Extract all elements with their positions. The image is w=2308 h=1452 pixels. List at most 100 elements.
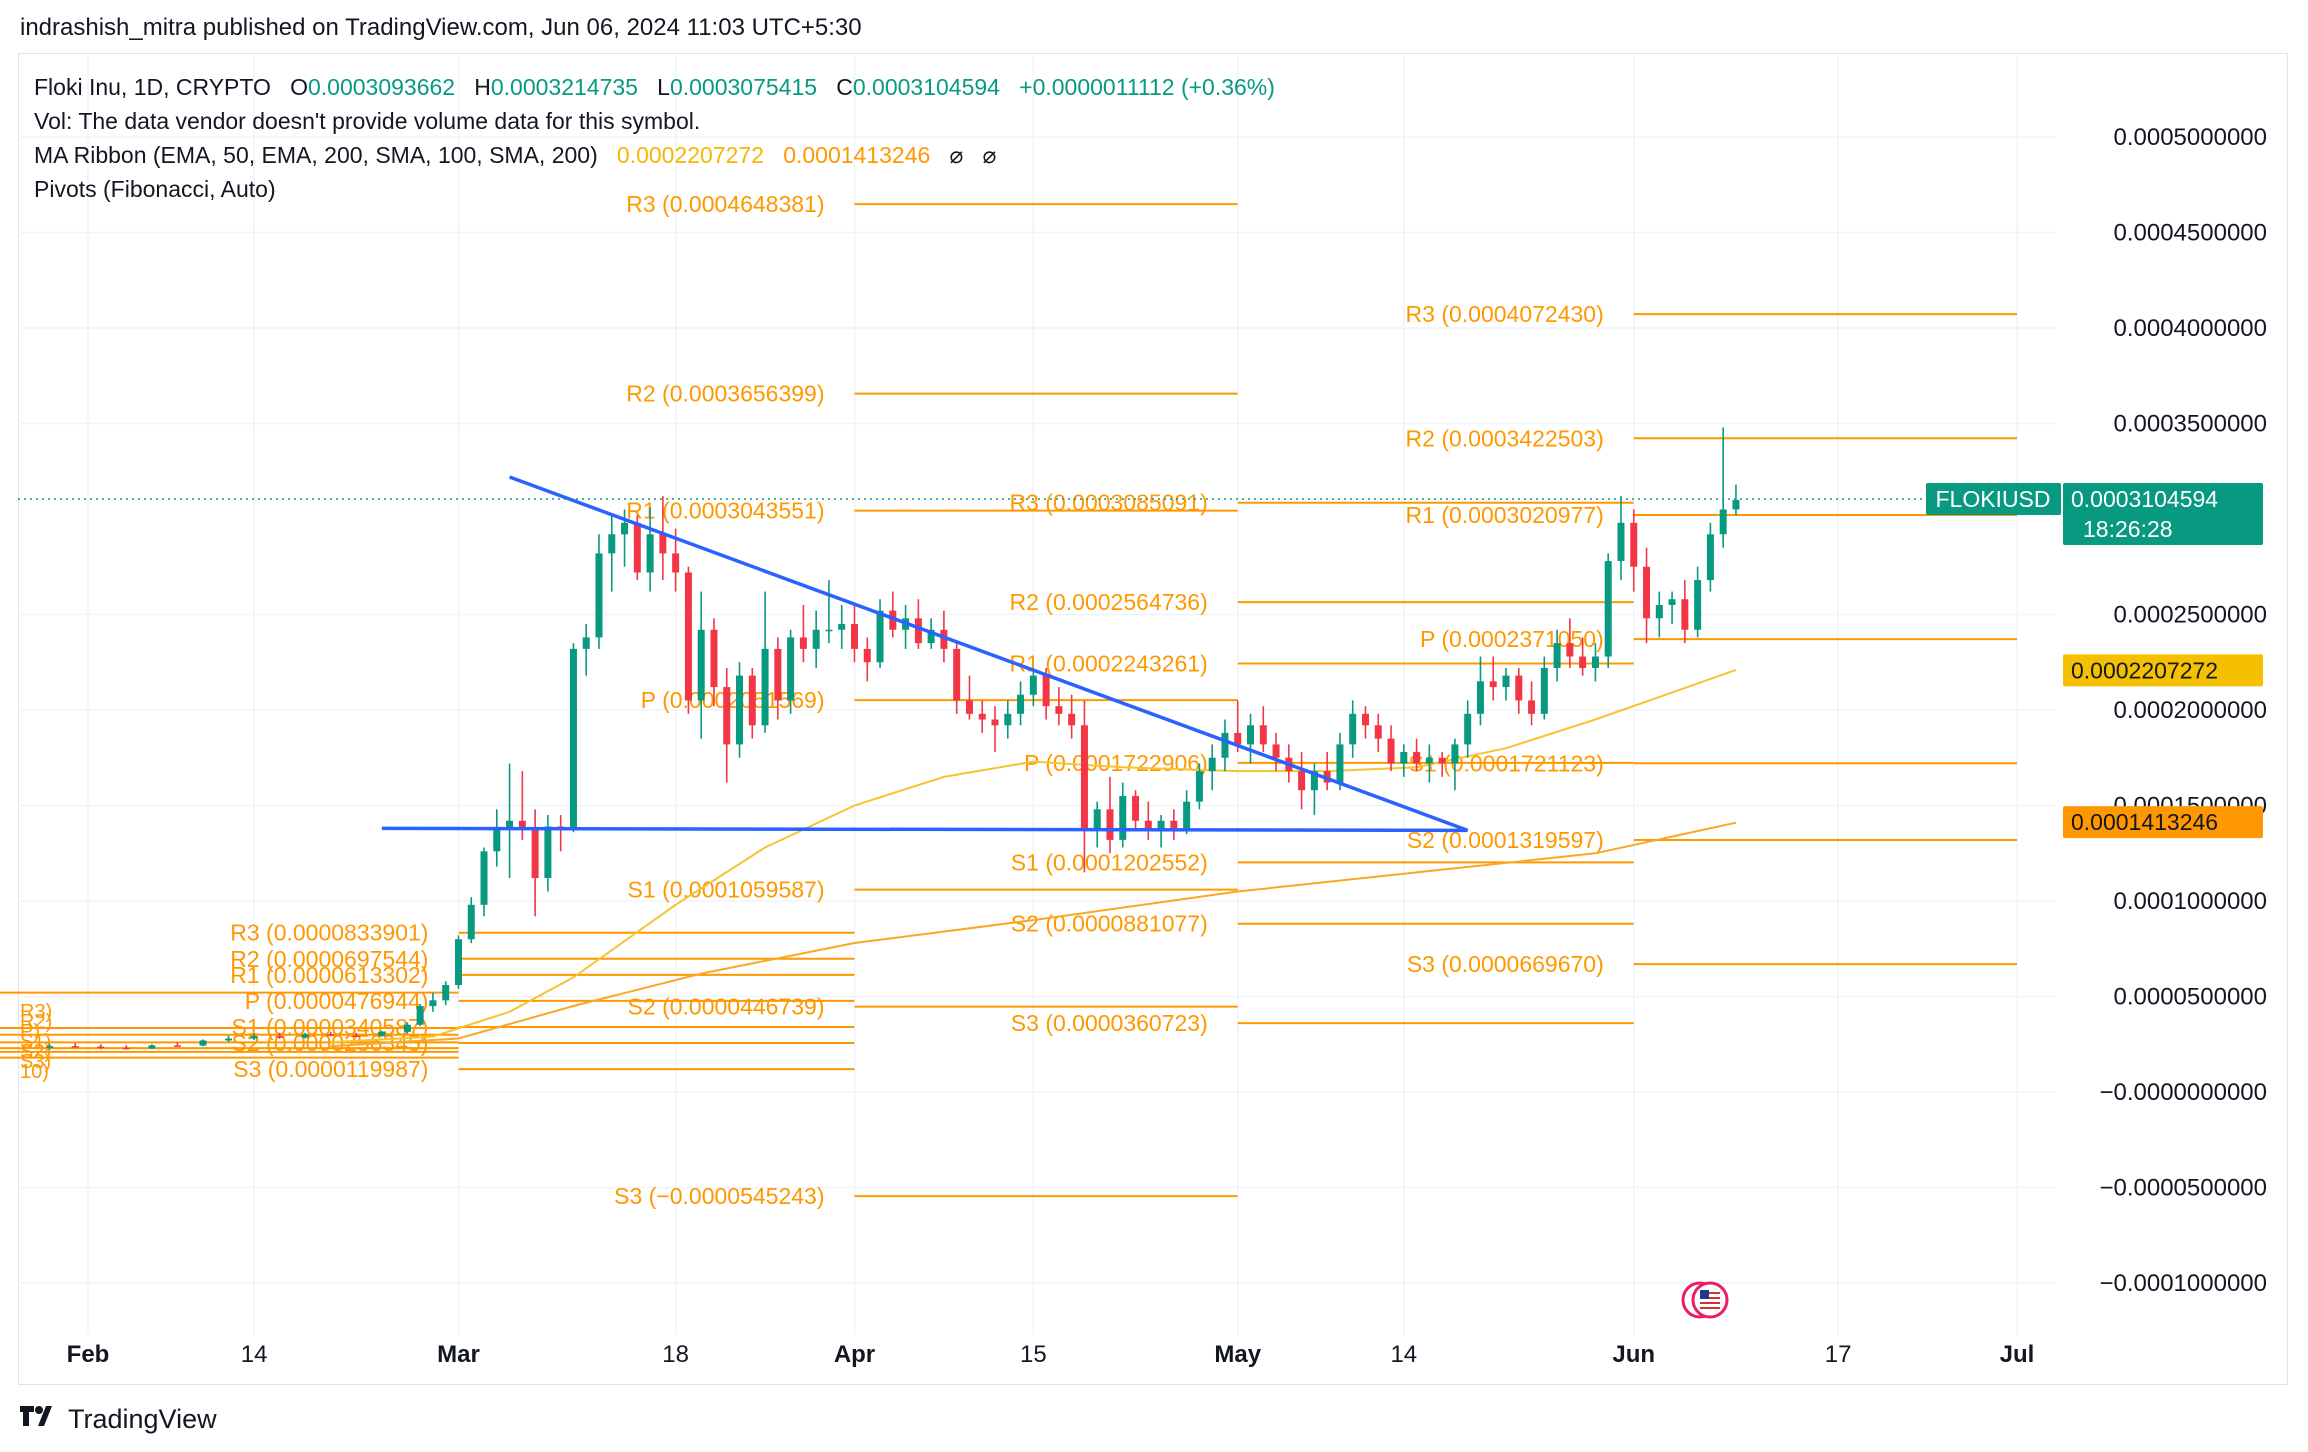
candle-body <box>965 700 973 714</box>
candle-body <box>276 1036 284 1038</box>
publisher-line: indrashish_mitra published on TradingVie… <box>20 14 862 41</box>
candle-body <box>761 648 769 726</box>
candle-body <box>863 648 871 663</box>
candle-body <box>1668 599 1676 605</box>
candle <box>429 992 437 1012</box>
pivot-label-partial: S1) <box>20 1031 51 1053</box>
candle-body <box>1451 744 1459 764</box>
candle-body <box>46 1046 54 1048</box>
candle-body <box>646 534 654 573</box>
x-tick-label: Feb <box>67 1341 110 1368</box>
us-flag-events-icon <box>1681 1281 1729 1319</box>
candle <box>1132 790 1140 829</box>
candle-body <box>1425 757 1433 764</box>
candle-body <box>1349 713 1357 745</box>
x-tick-label: 18 <box>662 1341 689 1368</box>
pivot-label: R2 (0.0000697544) <box>230 946 428 972</box>
price-tag-value: 0.0003104594 <box>2071 486 2218 512</box>
pivots-title[interactable]: Pivots (Fibonacci, Auto) <box>34 176 276 202</box>
candle-body <box>416 1006 424 1025</box>
candle-body <box>1374 725 1382 739</box>
candle <box>1540 656 1548 720</box>
candle <box>493 809 501 867</box>
candle-body <box>876 610 884 663</box>
candle <box>1259 706 1267 753</box>
candle <box>1119 782 1127 848</box>
candle-body <box>595 553 603 638</box>
x-tick-label: Mar <box>437 1341 480 1368</box>
candle <box>889 591 897 638</box>
x-tick-label: 14 <box>1390 1341 1417 1368</box>
candle-body <box>1080 725 1088 829</box>
x-tick-label: Jul <box>2000 1341 2035 1368</box>
candle-body <box>1732 499 1740 510</box>
price-tag-bg <box>2063 483 2263 546</box>
candle-body <box>1247 725 1255 745</box>
pivot-label: S3 (0.0000119987) <box>233 1056 428 1082</box>
pivot-label: R1 (0.0000613302) <box>230 962 428 988</box>
candle-body <box>122 1047 130 1050</box>
candle-body <box>953 648 961 701</box>
candle <box>1349 700 1357 758</box>
candle <box>914 599 922 649</box>
price-tags: FLOKIUSD 0.0003104594 18:26:28 0.0002207272… <box>1926 483 2263 839</box>
candle <box>1208 744 1216 791</box>
x-tick-label: Jun <box>1612 1341 1655 1368</box>
candle-body <box>1591 656 1599 668</box>
candle-body <box>1310 771 1318 791</box>
candle-body <box>1604 561 1612 657</box>
y-tick-label: 0.0003500000 <box>2114 411 2268 438</box>
flag-stripe <box>1700 1292 1720 1294</box>
low-label: L <box>657 74 670 100</box>
candle-body <box>1298 771 1306 791</box>
candle <box>250 1033 258 1041</box>
candle-body <box>1553 643 1561 668</box>
open-label: O <box>290 74 308 100</box>
y-tick-label: 0.0001000000 <box>2114 888 2268 915</box>
candle <box>1195 763 1203 810</box>
pivot-label: R2 (0.0003422503) <box>1406 425 1604 451</box>
candle-body <box>889 610 897 630</box>
candle <box>403 1022 411 1034</box>
candle-body <box>378 1031 386 1037</box>
candle-body <box>1706 534 1714 581</box>
legend: Floki Inu, 1D, CRYPTO O0.0003093662 H0.0… <box>34 70 1275 206</box>
chart-frame <box>18 53 2288 1385</box>
candle <box>1528 681 1536 726</box>
brand-name[interactable]: TradingView <box>68 1403 217 1434</box>
candle <box>1706 522 1714 592</box>
candle <box>736 662 744 758</box>
candle <box>1451 738 1459 791</box>
pivot-label: S3 (0.0000669670) <box>1407 951 1604 977</box>
candle <box>1732 484 1740 516</box>
candle-body <box>1221 732 1229 758</box>
candle-body <box>1119 795 1127 840</box>
time-axis: Feb 14 Mar 18 Apr 15 May 14 Jun 17 Jul <box>67 1341 2035 1368</box>
ma-ribbon-row[interactable]: MA Ribbon (EMA, 50, EMA, 200, SMA, 100, … <box>34 138 1275 172</box>
flag-stripe <box>1700 1297 1720 1299</box>
candle-body <box>1361 713 1369 726</box>
candle <box>122 1045 130 1050</box>
candle-body <box>352 1035 360 1037</box>
tv-logo-icon[interactable] <box>20 1402 60 1436</box>
pivot-label: S3 (−0.0000545243) <box>614 1183 824 1209</box>
candle <box>1374 713 1382 753</box>
candles <box>46 427 1740 1050</box>
candle-body <box>327 1034 335 1036</box>
candle-body <box>1208 757 1216 772</box>
pivot-label-partial: R2) <box>20 1011 52 1033</box>
candle-body <box>1157 820 1165 829</box>
candle-body <box>633 522 641 573</box>
candle <box>1579 637 1587 676</box>
pivot-label-partial: 10) <box>20 1061 49 1083</box>
x-tick-label: 17 <box>1825 1341 1852 1368</box>
candle <box>774 637 782 720</box>
x-tick-label: May <box>1214 1341 1261 1368</box>
ma-tag-bg <box>2063 806 2263 839</box>
candle-body <box>723 687 731 745</box>
high-label: H <box>474 74 491 100</box>
pivot-label: P (0.0000476944) <box>245 988 429 1014</box>
symbol-title[interactable]: Floki Inu, 1D, CRYPTO <box>34 74 271 100</box>
ma-tag-value: 0.0001413246 <box>2071 809 2218 835</box>
